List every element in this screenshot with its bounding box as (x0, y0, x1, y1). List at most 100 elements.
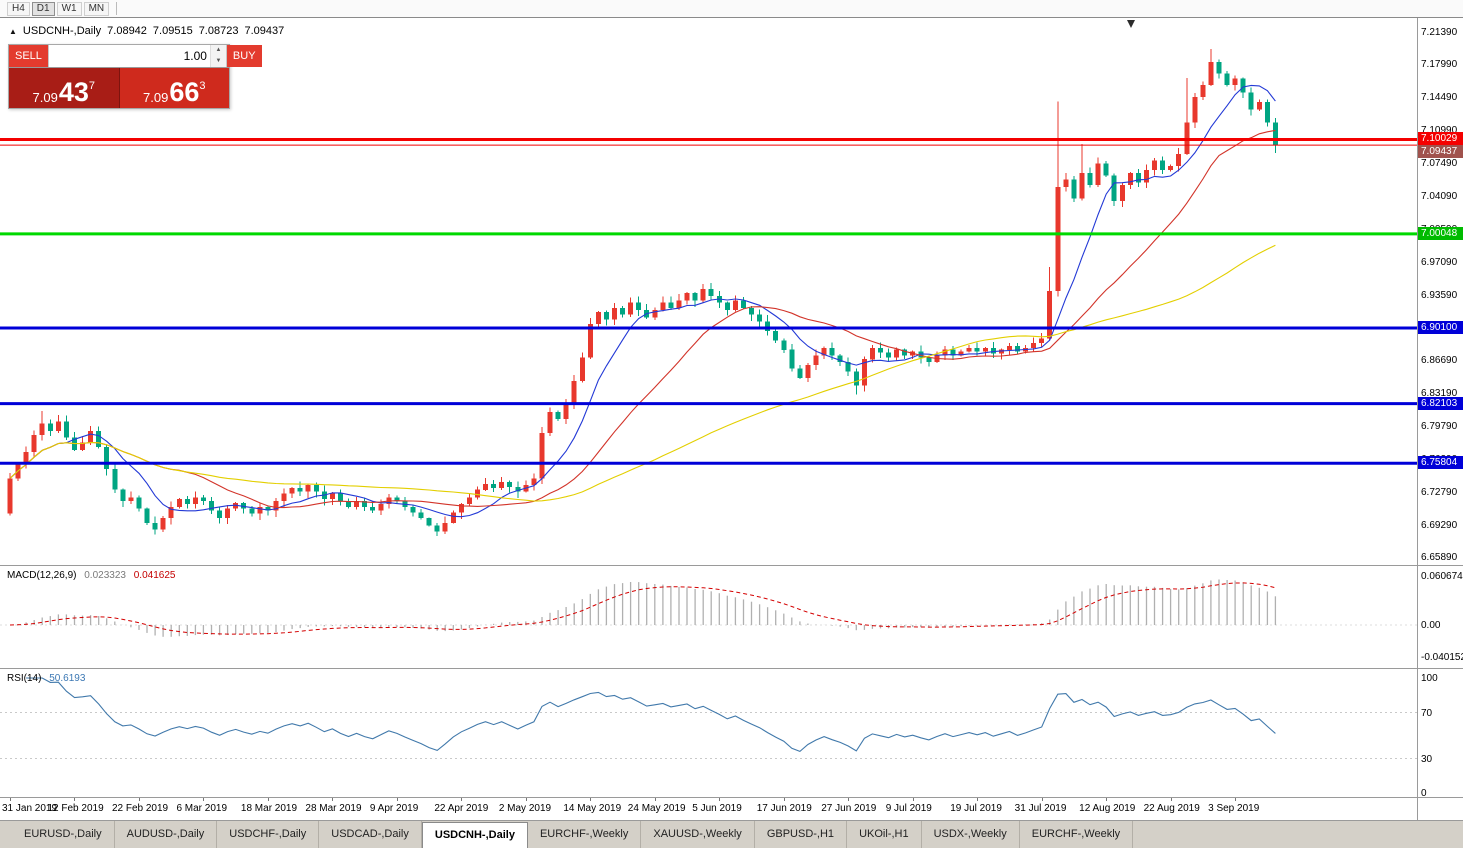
sell-price-big-digits: 43 (58, 77, 89, 107)
buy-price-pip-fraction: 3 (199, 80, 206, 92)
volume-stepper: ▲ ▼ (47, 45, 227, 67)
pane-separator (0, 797, 1463, 798)
volume-input[interactable] (48, 45, 210, 67)
time-axis-tick (1041, 798, 1043, 801)
volume-down-icon[interactable]: ▼ (210, 56, 226, 67)
time-axis-tick (912, 798, 914, 801)
time-axis-label: 12 Aug 2019 (1079, 803, 1136, 814)
time-axis-tick (10, 798, 11, 801)
timeframe-button-w1[interactable]: W1 (56, 1, 82, 16)
chart-shift-marker[interactable] (1127, 20, 1135, 28)
time-axis-tick (332, 798, 334, 801)
time-axis-tick (203, 798, 205, 801)
time-axis-label: 9 Jul 2019 (885, 803, 932, 814)
timeframe-button-d1[interactable]: D1 (31, 1, 55, 16)
pane-separator[interactable] (0, 565, 1463, 566)
macd-indicator-pane[interactable] (0, 566, 1417, 669)
rsi-axis-label: 70 (1421, 707, 1433, 719)
chart-ohlc-header: ▲ USDCNH-,Daily 7.08942 7.09515 7.08723 … (9, 25, 284, 37)
price-axis-label: 6.65890 (1421, 552, 1458, 563)
horizontal-level-lines[interactable] (0, 138, 1417, 465)
price-tag-7.09437: 7.09437 (1418, 145, 1463, 159)
time-axis-tick (654, 798, 656, 801)
chart-tab-usdchf-daily[interactable]: USDCHF-,Daily (217, 821, 320, 848)
buy-price-prefix: 7.09 (143, 90, 169, 105)
pane-separator[interactable] (0, 668, 1463, 669)
price-axis-label: 7.17990 (1421, 59, 1458, 71)
time-axis-tick (977, 798, 979, 801)
time-axis[interactable]: 31 Jan 2019 12 Feb 2019 22 Feb 2019 6 Mar 2… (0, 798, 1417, 820)
chart-tab-audusd-daily[interactable]: AUDUSD-,Daily (115, 821, 218, 848)
rsi-line (26, 677, 1276, 753)
time-axis-label: 24 May 2019 (627, 803, 686, 814)
time-axis-tick (1170, 798, 1172, 801)
time-axis-label: 2 May 2019 (498, 803, 552, 814)
price-axis-label: 6.69290 (1421, 519, 1458, 531)
price-axis[interactable]: 7.21390 7.17990 7.14490 7.10990 7.07490 7.040… (1418, 0, 1463, 820)
chart-tab-ukoil-h1[interactable]: UKOil-,H1 (847, 821, 922, 848)
price-chart-pane[interactable] (0, 18, 1417, 566)
time-axis-tick (267, 798, 269, 801)
macd-signal-line (9, 582, 1276, 635)
rsi-indicator-pane[interactable] (0, 669, 1417, 798)
buy-price-box[interactable]: 7.09 66 3 (118, 68, 229, 108)
price-axis-label: 6.72790 (1421, 486, 1458, 498)
macd-header: MACD(12,26,9) 0.023323 0.041625 (7, 570, 175, 581)
price-axis-label: 7.21390 (1421, 27, 1458, 38)
time-axis-label: 9 Apr 2019 (369, 803, 419, 814)
time-axis-tick (848, 798, 850, 801)
time-axis-tick (138, 798, 140, 801)
chart-tab-xauusd-weekly[interactable]: XAUUSD-,Weekly (641, 821, 755, 848)
rsi-level-lines (0, 712, 1417, 759)
chart-tab-usdcnh-daily[interactable]: USDCNH-,Daily (421, 822, 528, 848)
time-axis-label: 5 Jun 2019 (692, 803, 742, 814)
timeframe-button-h4[interactable]: H4 (7, 1, 30, 16)
time-axis-label: 22 Feb 2019 (111, 803, 169, 814)
price-axis-label: 6.79790 (1421, 420, 1458, 432)
chart-tab-usdcad-daily[interactable]: USDCAD-,Daily (319, 821, 422, 848)
rsi-label: RSI(14) (7, 673, 42, 684)
sell-button[interactable]: SELL (9, 45, 48, 67)
price-axis-label: 7.14490 (1421, 92, 1458, 104)
time-axis-tick (1106, 798, 1108, 801)
macd-label: MACD(12,26,9) (7, 570, 77, 581)
chart-tab-eurchf-weekly[interactable]: EURCHF-,Weekly (1020, 821, 1134, 848)
timeframe-button-mn[interactable]: MN (83, 1, 110, 16)
ohlc-close: 7.09437 (244, 25, 285, 37)
rsi-axis-label: 100 (1421, 673, 1438, 684)
chart-tab-bar: EURUSD-,Daily AUDUSD-,Daily USDCHF-,Daily U… (0, 820, 1463, 848)
time-axis-label: 31 Jul 2019 (1014, 803, 1067, 814)
rsi-axis-label: 0 (1421, 788, 1427, 799)
time-axis-label: 12 Feb 2019 (47, 803, 104, 814)
chart-tab-eurchf-weekly[interactable]: EURCHF-,Weekly (528, 821, 642, 848)
volume-up-icon[interactable]: ▲ (210, 45, 226, 56)
buy-button[interactable]: BUY (226, 45, 262, 67)
chart-tab-usdx-weekly[interactable]: USDX-,Weekly (922, 821, 1020, 848)
macd-axis-label: 0.060674 (1421, 571, 1463, 583)
time-axis-tick (461, 798, 463, 801)
price-axis-label: 7.04090 (1421, 190, 1458, 202)
sell-price-box[interactable]: 7.09 43 7 (9, 68, 119, 108)
macd-axis-label: -0.040152 (1421, 652, 1463, 664)
time-axis-label: 6 Mar 2019 (176, 803, 228, 814)
sell-price-prefix: 7.09 (32, 90, 58, 105)
buy-price-big-digits: 66 (169, 77, 200, 107)
price-tag-7.00048: 7.00048 (1418, 226, 1463, 240)
time-axis-label: 22 Aug 2019 (1143, 803, 1200, 814)
macd-main-value: 0.023323 (84, 570, 126, 581)
rsi-axis-label: 30 (1421, 753, 1433, 765)
time-axis-tick (1235, 798, 1237, 801)
ohlc-low: 7.08723 (198, 25, 239, 37)
time-axis-tick (719, 798, 721, 801)
toolbar-separator (116, 2, 118, 15)
one-click-toggle-icon[interactable]: ▲ (9, 26, 17, 36)
ohlc-open: 7.08942 (107, 25, 147, 37)
timeframe-toolbar: H4 D1 W1 MN (0, 0, 1463, 18)
price-axis-label: 6.86690 (1421, 355, 1458, 367)
time-axis-label: 3 Sep 2019 (1208, 803, 1260, 814)
rsi-value: 50.6193 (49, 673, 86, 684)
chart-tab-eurusd-daily[interactable]: EURUSD-,Daily (12, 821, 115, 848)
time-axis-label: 18 Mar 2019 (240, 803, 298, 814)
one-click-trading-panel: SELL ▲ ▼ BUY 7.09 43 7 7.09 66 3 (8, 44, 262, 109)
chart-tab-gbpusd-h1[interactable]: GBPUSD-,H1 (755, 821, 848, 848)
